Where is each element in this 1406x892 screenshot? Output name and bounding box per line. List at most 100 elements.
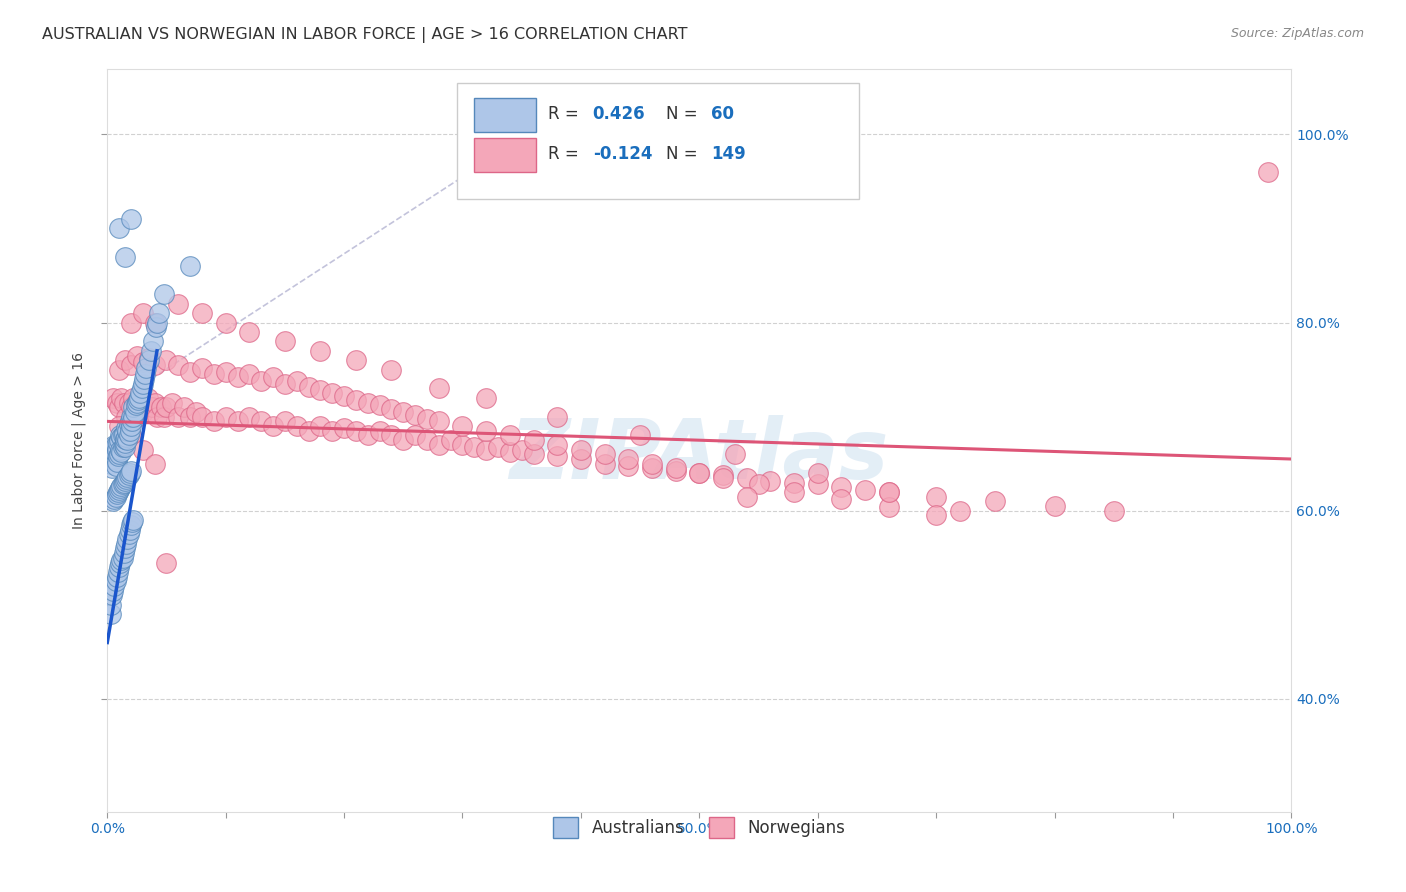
Point — [122, 409, 145, 424]
Point — [191, 409, 214, 424]
Point — [115, 472, 138, 486]
Point — [105, 442, 128, 457]
Point — [112, 475, 135, 490]
Point — [522, 447, 544, 461]
Point — [108, 560, 131, 574]
Point — [853, 483, 876, 497]
Point — [357, 428, 380, 442]
Point — [451, 438, 474, 452]
Point — [103, 447, 125, 461]
Point — [114, 353, 136, 368]
Point — [309, 384, 332, 398]
Point — [250, 414, 273, 428]
Point — [155, 401, 177, 415]
Point — [103, 494, 125, 508]
Point — [215, 409, 238, 424]
Point — [333, 389, 356, 403]
Point — [759, 474, 782, 488]
Point — [111, 550, 134, 565]
Y-axis label: In Labor Force | Age > 16: In Labor Force | Age > 16 — [72, 351, 86, 529]
Point — [117, 417, 139, 432]
Point — [104, 438, 127, 452]
Point — [167, 358, 190, 372]
Point — [309, 419, 332, 434]
Point — [108, 433, 131, 447]
Point — [129, 386, 152, 401]
Point — [155, 353, 177, 368]
Point — [124, 405, 146, 419]
Point — [121, 414, 143, 428]
Point — [125, 349, 148, 363]
Point — [110, 445, 132, 459]
Point — [143, 358, 166, 372]
Point — [416, 433, 439, 447]
Point — [925, 508, 948, 522]
Point — [125, 395, 148, 409]
FancyBboxPatch shape — [457, 83, 859, 199]
Point — [120, 212, 142, 227]
Point — [112, 546, 135, 560]
Point — [120, 409, 142, 424]
Point — [404, 428, 426, 442]
Point — [546, 438, 568, 452]
Point — [112, 438, 135, 452]
Point — [149, 401, 172, 415]
Point — [546, 409, 568, 424]
Point — [226, 370, 249, 384]
Point — [250, 374, 273, 388]
Point — [135, 360, 157, 375]
Point — [131, 381, 153, 395]
Point — [117, 527, 139, 541]
Point — [153, 287, 176, 301]
Point — [688, 466, 710, 480]
Point — [569, 442, 592, 457]
Point — [688, 466, 710, 480]
Point — [344, 353, 367, 368]
Point — [617, 452, 640, 467]
Point — [427, 438, 450, 452]
Point — [103, 391, 125, 405]
Point — [368, 424, 391, 438]
Point — [125, 409, 148, 424]
Point — [114, 436, 136, 450]
Point — [297, 424, 319, 438]
Point — [103, 452, 125, 467]
Point — [404, 408, 426, 422]
Point — [285, 419, 308, 434]
Point — [167, 297, 190, 311]
Point — [475, 424, 498, 438]
Point — [100, 457, 122, 471]
Point — [108, 447, 131, 461]
Point — [427, 414, 450, 428]
Point — [108, 362, 131, 376]
Point — [747, 477, 769, 491]
Point — [297, 379, 319, 393]
Point — [104, 458, 127, 473]
Point — [117, 470, 139, 484]
FancyBboxPatch shape — [474, 137, 536, 172]
Point — [138, 351, 160, 366]
Point — [783, 475, 806, 490]
Point — [120, 419, 142, 434]
Point — [103, 438, 125, 452]
Point — [115, 421, 138, 435]
Text: AUSTRALIAN VS NORWEGIAN IN LABOR FORCE | AGE > 16 CORRELATION CHART: AUSTRALIAN VS NORWEGIAN IN LABOR FORCE |… — [42, 27, 688, 43]
Point — [111, 428, 134, 442]
Point — [499, 445, 522, 459]
Point — [380, 428, 402, 442]
Point — [427, 381, 450, 395]
Point — [226, 414, 249, 428]
Point — [110, 442, 132, 457]
Point — [830, 480, 852, 494]
Point — [380, 402, 402, 417]
Point — [392, 433, 415, 447]
Point — [830, 492, 852, 507]
Point — [117, 424, 139, 438]
Point — [735, 471, 758, 485]
Point — [120, 428, 142, 442]
Text: 0.426: 0.426 — [593, 105, 645, 123]
Point — [179, 409, 201, 424]
Point — [357, 395, 380, 409]
Point — [380, 362, 402, 376]
Point — [132, 355, 155, 369]
